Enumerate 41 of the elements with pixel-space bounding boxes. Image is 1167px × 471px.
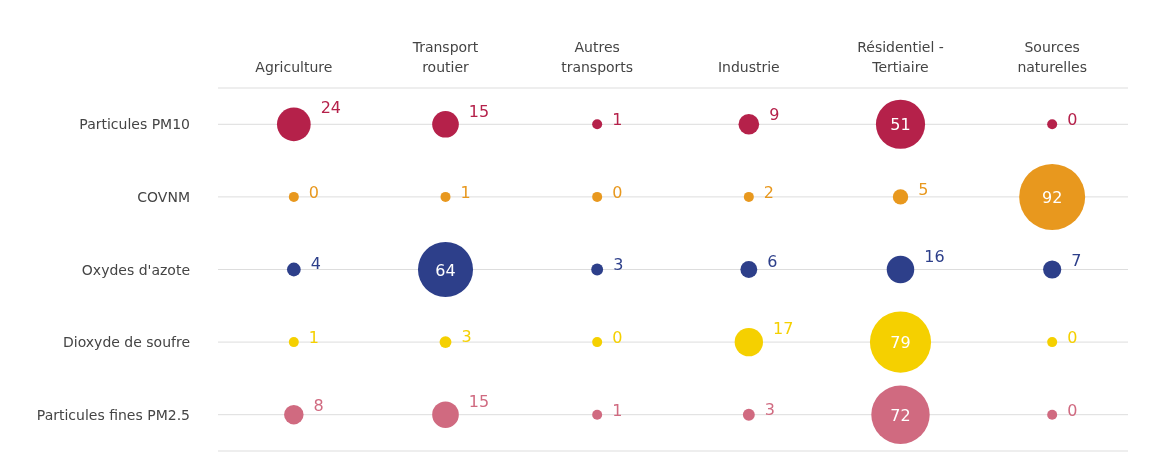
data-label: 15 xyxy=(468,101,490,121)
data-label: 6 xyxy=(767,252,778,272)
category-label: Dioxyde de soufre xyxy=(63,334,190,351)
data-label: 5 xyxy=(918,180,929,200)
category-label: Oxydes d'azote xyxy=(81,261,190,278)
data-label: 64 xyxy=(435,260,456,280)
category-label: Transport routier xyxy=(411,39,479,75)
data-label: 3 xyxy=(461,327,472,347)
data-label: 72 xyxy=(890,405,911,425)
data-label: 17 xyxy=(773,318,794,338)
data-label: 1 xyxy=(308,328,320,348)
category-label: Autres transports xyxy=(561,39,634,75)
data-label: 0 xyxy=(612,328,623,348)
data-label: 1 xyxy=(612,110,623,130)
data-label: 0 xyxy=(1067,400,1078,420)
data-label: 1 xyxy=(612,400,623,420)
data-label: 0 xyxy=(612,182,623,202)
data-label: 3 xyxy=(613,254,624,274)
data-label: 92 xyxy=(1041,187,1063,207)
data-label: 0 xyxy=(1067,110,1078,130)
data-label: 24 xyxy=(320,98,342,118)
data-label: 8 xyxy=(313,395,324,415)
category-label: Agriculture xyxy=(255,59,333,75)
data-label: 79 xyxy=(890,333,911,353)
data-label: 9 xyxy=(769,104,780,124)
data-label: 0 xyxy=(308,182,320,202)
category-label: Résidentiel - Tertiaire xyxy=(857,39,944,75)
data-label: 3 xyxy=(764,399,775,419)
data-label: 1 xyxy=(460,182,471,202)
data-label: 4 xyxy=(310,253,321,273)
data-label: 16 xyxy=(924,246,945,266)
category-label: Sources naturelles xyxy=(1017,39,1087,75)
category-label: Industrie xyxy=(717,59,780,75)
category-label: Particules PM10 xyxy=(79,116,190,133)
data-label: 7 xyxy=(1071,251,1082,271)
data-label: 15 xyxy=(468,392,490,412)
data-label: 0 xyxy=(1067,328,1078,348)
category-label: COVNM xyxy=(137,188,190,205)
category-label: Particules fines PM2.5 xyxy=(36,406,190,423)
data-label: 51 xyxy=(890,115,911,135)
data-label: 2 xyxy=(763,182,775,202)
